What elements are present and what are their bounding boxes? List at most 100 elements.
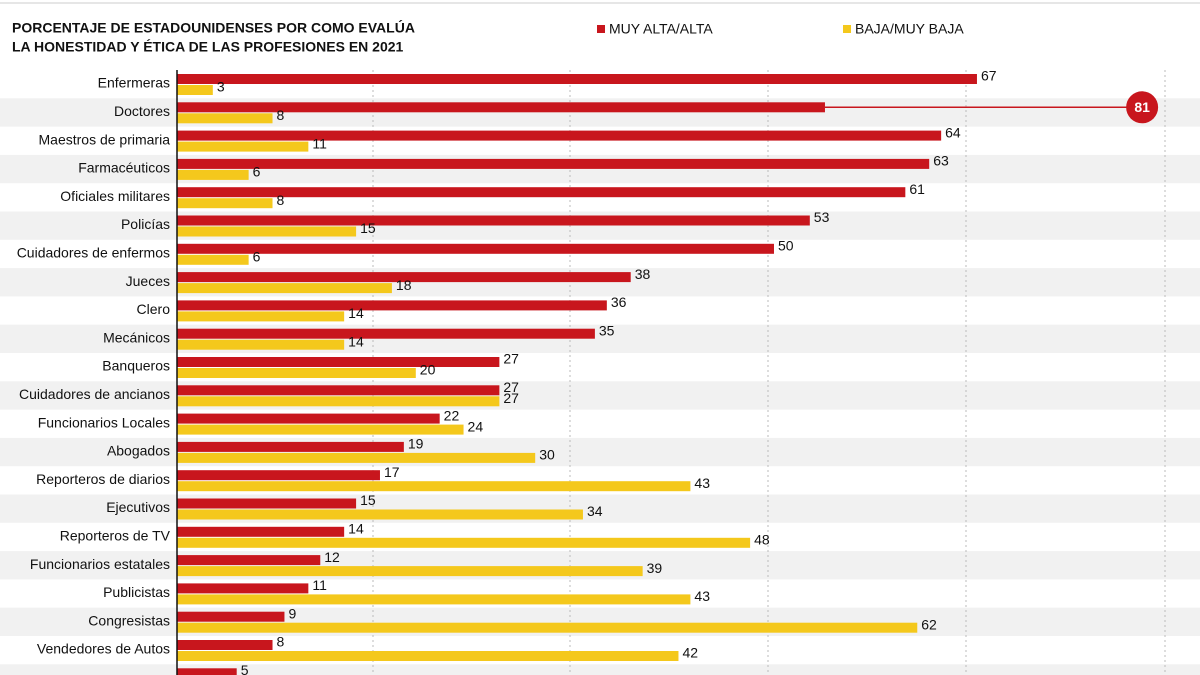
value-label: 67 [981,68,997,84]
chart-title: PORCENTAJE DE ESTADOUNIDENSES POR COMO E… [12,19,415,36]
bar [177,452,536,463]
chart-title: LA HONESTIDAD Y ÉTICA DE LAS PROFESIONES… [12,39,404,55]
value-label: 30 [539,447,555,463]
value-label: 43 [694,475,710,491]
category-label: Mecánicos [103,329,170,345]
bar [177,481,691,492]
category-label: Cuidadores de enfermos [17,245,170,261]
value-label: 20 [420,362,436,378]
bar [177,283,392,294]
bar [177,254,249,265]
category-label: Maestros de primaria [39,131,171,147]
bar [177,357,500,367]
category-label: Cuidadores de ancianos [19,386,170,402]
value-label: 6 [253,249,261,265]
value-label: 53 [814,209,830,225]
value-label: 61 [909,181,925,197]
bar [177,158,930,169]
value-label: 43 [694,588,710,604]
bar [177,130,942,141]
bar [177,668,237,675]
value-label: 63 [933,153,949,169]
value-label: 15 [360,492,376,508]
category-label: Funcionarios Locales [38,414,170,430]
category-label: Vendedores de Autos [37,641,170,657]
bar [177,640,273,650]
value-label: 35 [599,322,615,338]
value-label: 12 [324,549,340,565]
value-label: 27 [503,379,519,395]
bar [177,300,607,311]
bar [177,85,213,95]
value-label: 9 [288,605,296,621]
bar [177,622,918,633]
bar [177,594,691,605]
value-label: 8 [277,192,285,208]
legend-label: MUY ALTA/ALTA [609,21,713,37]
value-label: 36 [611,294,627,310]
category-label: Congresistas [88,612,170,628]
legend-label: BAJA/MUY BAJA [855,21,964,37]
value-label: 27 [503,390,519,406]
bar [177,555,321,566]
bar [177,311,345,322]
bar [177,509,583,520]
value-label: 27 [503,351,519,367]
bar [177,651,679,661]
bar [177,339,345,350]
category-label: Banqueros [102,358,170,374]
value-label: 6 [253,164,261,180]
category-label: Reporteros de diarios [36,471,170,487]
value-label: 50 [778,238,794,254]
value-label: 62 [921,616,937,632]
value-label: 11 [312,577,327,593]
bar [177,74,977,84]
bar [177,198,273,209]
category-label: Oficiales militares [60,188,170,204]
bar [177,611,285,622]
value-label: 81 [1134,99,1150,115]
bar [177,396,500,407]
value-label: 8 [277,107,285,123]
value-label: 3 [217,79,225,95]
bar [177,226,357,237]
bar [177,424,464,435]
value-label: 18 [396,277,412,293]
bar [177,169,249,180]
category-label: Publicistas [103,584,170,600]
value-label: 42 [682,645,698,661]
value-label: 15 [360,220,376,236]
bar [177,583,309,594]
bar [177,113,273,124]
bar [177,272,631,283]
bar [177,243,774,254]
bar [177,498,357,509]
bar [177,328,595,339]
value-label: 14 [348,333,364,349]
bar [177,441,404,452]
value-label: 48 [754,532,770,548]
category-label: Abogados [107,443,170,459]
bar [177,413,440,424]
value-label: 64 [945,124,961,140]
grid [372,70,1166,675]
bar [177,141,309,152]
value-label: 17 [384,464,400,480]
category-label: Enfermeras [98,75,170,91]
value-label: 14 [348,521,364,537]
bar [177,470,380,481]
category-label: Jueces [126,273,170,289]
legend-swatch [597,25,605,33]
bar [177,187,906,198]
value-label: 8 [277,634,285,650]
value-label: 22 [444,407,460,423]
category-label: Doctores [114,103,170,119]
category-label: Reporteros de TV [60,528,171,544]
bar [177,526,345,537]
row-stripe [0,664,1200,675]
value-label: 19 [408,436,424,452]
bar [177,537,751,548]
legend-swatch [843,25,851,33]
bar [177,215,810,226]
category-label: Ejecutivos [106,499,170,515]
